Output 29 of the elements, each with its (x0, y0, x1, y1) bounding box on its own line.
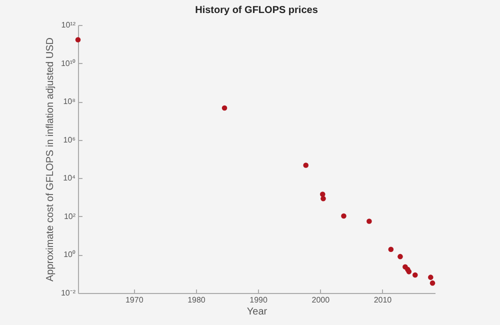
x-tick-label: 1990 (250, 296, 268, 304)
point (388, 246, 394, 252)
point (341, 213, 346, 219)
y-axis-title: Approximate cost of GFLOPS in inflation adjusted USD (44, 37, 56, 282)
y-tick-label: 10⁴ (63, 174, 76, 183)
y-tick-label: 10⁰ (64, 250, 76, 260)
y-tick-label: 10¹² (61, 20, 76, 30)
x-tick-label: 1980 (188, 296, 206, 304)
chart-title: History of GFLOPS prices (195, 5, 318, 16)
x-axis-title: Year (246, 306, 268, 318)
point (406, 269, 412, 274)
y-tick-label: 10⁸ (63, 97, 76, 106)
y-tick-label: 10⁶ (63, 135, 76, 144)
x-tick-label: 2000 (312, 296, 330, 304)
point (222, 105, 228, 111)
point (366, 218, 372, 224)
point (428, 274, 434, 280)
point (320, 192, 326, 197)
point (398, 254, 403, 260)
x-tick-label: 2010 (374, 296, 392, 304)
y-tick-label: 10¹⁰ (60, 58, 76, 68)
point (412, 272, 418, 278)
point (320, 196, 326, 202)
y-tick-label: 10² (64, 212, 76, 221)
point (303, 162, 309, 168)
point (430, 280, 436, 286)
x-tick-label: 1970 (125, 296, 144, 304)
y-tick-label: 10⁻² (60, 288, 76, 298)
point (75, 37, 81, 42)
